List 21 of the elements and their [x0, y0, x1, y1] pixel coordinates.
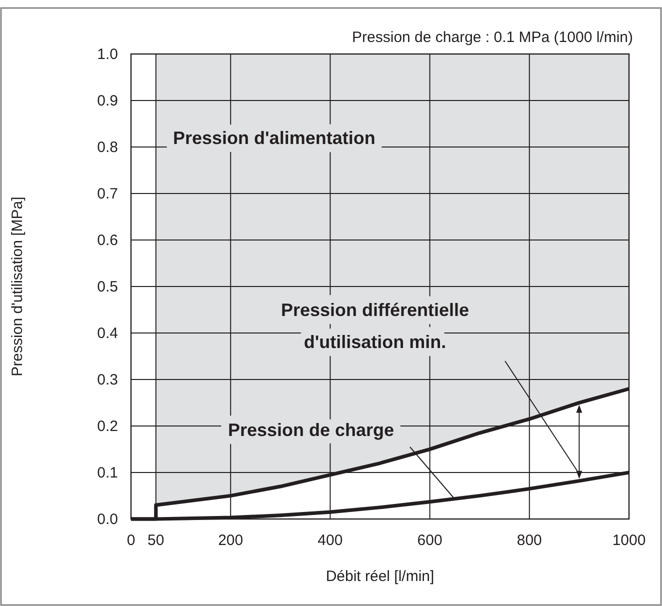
y-tick-label: 0.8: [97, 139, 118, 156]
x-tick-label: 400: [318, 532, 343, 549]
chart-title: Pression de charge : 0.1 MPa (1000 l/min): [352, 29, 633, 46]
y-tick-label: 0.0: [97, 511, 118, 528]
x-tick-label: 1000: [612, 532, 646, 549]
y-tick-label: 0.5: [97, 278, 118, 296]
y-tick-label: 0.3: [97, 372, 118, 388]
x-tick-label: 600: [417, 532, 442, 549]
y-axis-title: Pression d'utilisation [MPa]: [9, 196, 26, 376]
x-tick-label: 800: [516, 532, 542, 549]
y-tick-label: 0.7: [97, 186, 118, 202]
y-tick-label: 0.2: [97, 418, 118, 435]
y-tick-label: 0.6: [97, 232, 118, 249]
y-tick-label: 0.4: [97, 325, 118, 342]
x-tick-label: 200: [218, 532, 244, 549]
y-tick-label: 1.0: [97, 46, 118, 63]
y-tick-label: 0.1: [97, 464, 118, 482]
x-axis-title: Débit réel [l/min]: [326, 568, 434, 585]
x-tick-label: 0: [126, 532, 136, 549]
y-tick-label: 0.9: [97, 92, 118, 110]
x-tick-label: 50: [148, 532, 164, 549]
